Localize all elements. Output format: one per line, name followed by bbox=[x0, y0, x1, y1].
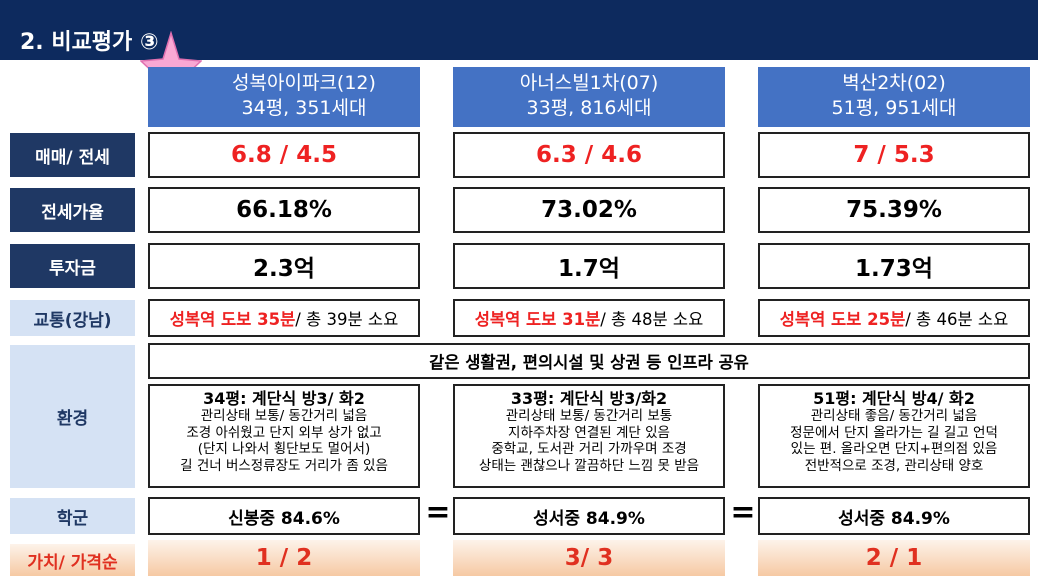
env-line: 전반적으로 조경, 관리상태 양호 bbox=[804, 457, 984, 474]
environment-detail: 34평: 계단식 방3/ 화2 관리상태 보통/ 동간거리 넓음 조경 아쉬웠고… bbox=[148, 384, 420, 488]
row-label-traffic: 교통(강남) bbox=[10, 300, 135, 336]
env-line: 관리상태 보통/ 동간거리 보통 bbox=[505, 408, 673, 424]
ratio-value: 75.39% bbox=[758, 187, 1030, 233]
env-line: 길 건너 버스정류장도 거리가 좀 있음 bbox=[180, 457, 388, 474]
traffic-value: 성복역 도보 35분 / 총 39분 소요 bbox=[148, 299, 420, 337]
page-title: 2. 비교평가 ③ bbox=[20, 30, 159, 55]
traffic-total-time: / 총 46분 소요 bbox=[905, 310, 1009, 329]
traffic-total-time: / 총 48분 소요 bbox=[600, 310, 704, 329]
env-line: 중학교, 도서관 거리 가까우며 조경 bbox=[491, 441, 687, 458]
row-label-environment: 환경 bbox=[10, 345, 135, 488]
apt-size: 33평, 816세대 bbox=[526, 97, 652, 119]
sale-value: 6.3 / 4.6 bbox=[453, 132, 725, 178]
row-label-school: 학군 bbox=[10, 498, 135, 534]
row-label-value: 가치/ 가격순 bbox=[10, 544, 135, 576]
env-line: 상태는 괜찮으나 깔끔하단 느낌 못 받음 bbox=[478, 457, 700, 474]
equals-separator: = bbox=[425, 495, 451, 530]
apt-size: 34평, 351세대 bbox=[241, 97, 367, 119]
env-line: 지하주차장 연결된 계단 있음 bbox=[508, 424, 670, 441]
school-value: 신봉중 84.6% bbox=[148, 497, 420, 535]
traffic-walk-time: 성복역 도보 35분 bbox=[169, 310, 296, 329]
traffic-walk-time: 성복역 도보 25분 bbox=[779, 310, 906, 329]
apt-name: 아너스빌1차(07) bbox=[519, 72, 659, 94]
env-heading: 34평: 계단식 방3/ 화2 bbox=[203, 389, 365, 408]
row-label-ratio: 전세가율 bbox=[10, 188, 135, 232]
env-line: 관리상태 보통/ 동간거리 넓음 bbox=[200, 408, 368, 424]
equals-separator: = bbox=[730, 495, 756, 530]
apt-header-3: 벽산2차(02) 51평, 951세대 bbox=[758, 67, 1030, 127]
env-line: (단지 나와서 횡단보도 멀어서) bbox=[197, 441, 371, 458]
apt-header-1: 성복아이파크(12) 34평, 351세대 bbox=[148, 67, 420, 127]
env-heading: 51평: 계단식 방4/ 화2 bbox=[813, 389, 975, 408]
env-line: 관리상태 좋음/ 동간거리 넓음 bbox=[810, 408, 978, 424]
invest-value: 2.3억 bbox=[148, 243, 420, 289]
school-value: 성서중 84.9% bbox=[453, 497, 725, 535]
value-rank: 3/ 3 bbox=[453, 540, 725, 576]
sale-value: 7 / 5.3 bbox=[758, 132, 1030, 178]
env-line: 정문에서 단지 올라가는 길 길고 언덕 bbox=[790, 424, 998, 441]
env-line: 조경 아쉬웠고 단지 외부 상가 없고 bbox=[186, 424, 382, 441]
traffic-total-time: / 총 39분 소요 bbox=[295, 310, 399, 329]
value-rank: 1 / 2 bbox=[148, 540, 420, 576]
school-value: 성서중 84.9% bbox=[758, 497, 1030, 535]
ratio-value: 73.02% bbox=[453, 187, 725, 233]
environment-detail: 51평: 계단식 방4/ 화2 관리상태 좋음/ 동간거리 넓음 정문에서 단지… bbox=[758, 384, 1030, 488]
apt-size: 51평, 951세대 bbox=[831, 97, 957, 119]
environment-detail: 33평: 계단식 방3/화2 관리상태 보통/ 동간거리 보통 지하주차장 연결… bbox=[453, 384, 725, 488]
env-heading: 33평: 계단식 방3/화2 bbox=[510, 389, 668, 408]
invest-value: 1.73억 bbox=[758, 243, 1030, 289]
environment-shared: 같은 생활권, 편의시설 및 상권 등 인프라 공유 bbox=[148, 343, 1030, 379]
traffic-value: 성복역 도보 31분 / 총 48분 소요 bbox=[453, 299, 725, 337]
sale-value: 6.8 / 4.5 bbox=[148, 132, 420, 178]
traffic-value: 성복역 도보 25분 / 총 46분 소요 bbox=[758, 299, 1030, 337]
env-line: 있는 편. 올라오면 단지+편의점 있음 bbox=[790, 441, 998, 458]
apt-name: 벽산2차(02) bbox=[842, 72, 946, 94]
apt-header-2: 아너스빌1차(07) 33평, 816세대 bbox=[453, 67, 725, 127]
invest-value: 1.7억 bbox=[453, 243, 725, 289]
apt-name: 성복아이파크(12) bbox=[232, 72, 376, 94]
traffic-walk-time: 성복역 도보 31분 bbox=[474, 310, 601, 329]
row-label-invest: 투자금 bbox=[10, 244, 135, 288]
row-label-sale: 매매/ 전세 bbox=[10, 133, 135, 177]
ratio-value: 66.18% bbox=[148, 187, 420, 233]
value-rank: 2 / 1 bbox=[758, 540, 1030, 576]
